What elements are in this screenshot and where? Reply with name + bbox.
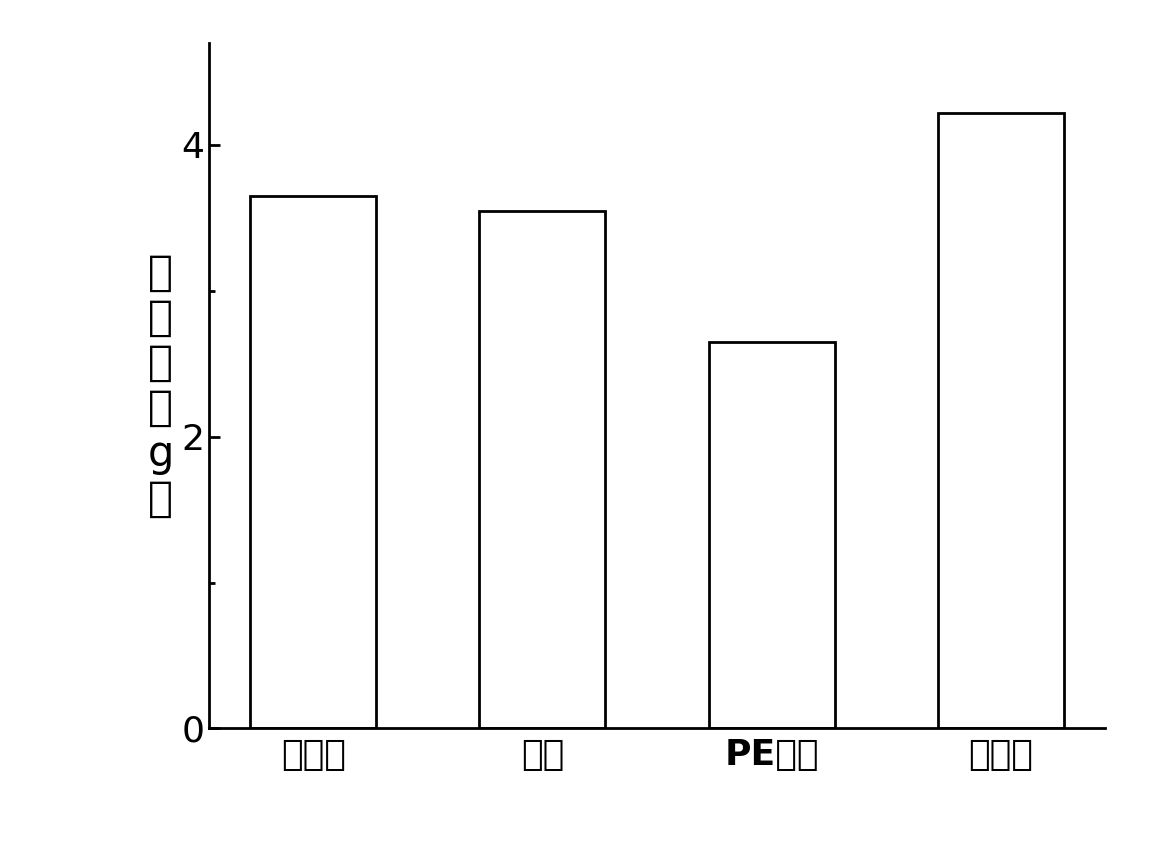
Bar bbox=[250, 196, 376, 728]
Y-axis label: 吸
附
量
（
g
）: 吸 附 量 （ g ） bbox=[148, 251, 173, 520]
Bar bbox=[479, 211, 606, 728]
Bar bbox=[708, 342, 835, 728]
Bar bbox=[939, 113, 1064, 728]
